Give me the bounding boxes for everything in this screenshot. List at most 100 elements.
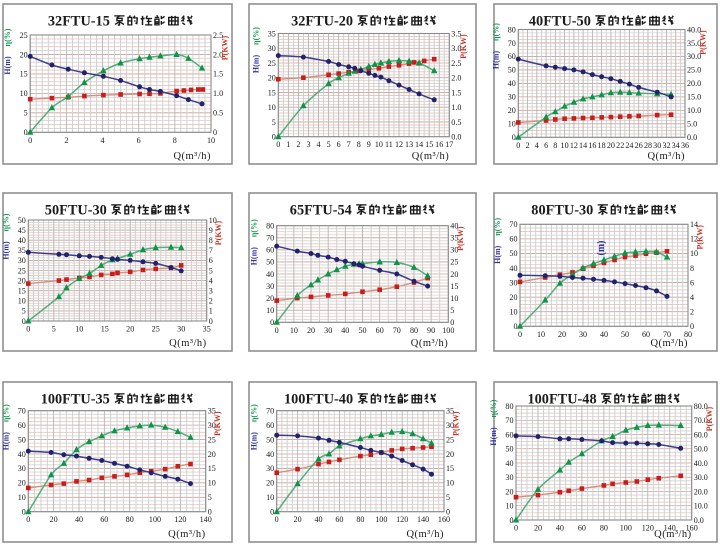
svg-text:36: 36 <box>681 141 689 150</box>
svg-text:H(m): H(m) <box>250 247 259 266</box>
svg-text:140: 140 <box>417 515 429 524</box>
svg-text:0.5: 0.5 <box>451 118 461 127</box>
svg-text:70.0: 70.0 <box>694 416 708 425</box>
svg-text:70: 70 <box>266 407 274 416</box>
svg-text:Q(m³/h): Q(m³/h) <box>647 151 685 162</box>
svg-text:80: 80 <box>126 515 134 524</box>
svg-text:25: 25 <box>208 435 216 444</box>
svg-text:50: 50 <box>18 216 26 225</box>
svg-text:Q(m³/h): Q(m³/h) <box>169 338 207 349</box>
svg-text:10.0: 10.0 <box>694 502 708 511</box>
svg-text:50: 50 <box>505 445 513 454</box>
svg-text:2.5: 2.5 <box>213 31 223 40</box>
svg-text:30: 30 <box>266 464 274 473</box>
svg-text:Q(m³/h): Q(m³/h) <box>173 151 211 162</box>
svg-text:10: 10 <box>537 330 545 339</box>
svg-text:35.0: 35.0 <box>687 39 701 48</box>
svg-text:60: 60 <box>376 326 384 335</box>
svg-text:Q(m³/h): Q(m³/h) <box>412 151 450 162</box>
svg-text:1: 1 <box>286 140 290 149</box>
svg-text:η(%): η(%) <box>1 213 10 231</box>
svg-text:20: 20 <box>534 524 542 533</box>
svg-text:10: 10 <box>75 325 83 334</box>
svg-text:H(m): H(m) <box>489 427 498 446</box>
svg-text:35: 35 <box>203 325 211 334</box>
svg-text:3: 3 <box>306 140 310 149</box>
svg-text:160: 160 <box>438 515 450 524</box>
svg-text:4: 4 <box>100 136 104 145</box>
svg-text:60: 60 <box>100 515 108 524</box>
svg-text:15: 15 <box>101 325 109 334</box>
svg-text:20.0: 20.0 <box>694 487 708 496</box>
svg-text:2: 2 <box>690 308 694 317</box>
svg-text:16: 16 <box>435 140 443 149</box>
svg-text:5: 5 <box>450 306 454 315</box>
svg-text:22: 22 <box>616 141 624 150</box>
svg-text:25: 25 <box>18 266 26 275</box>
svg-text:5: 5 <box>208 493 212 502</box>
svg-text:30: 30 <box>177 325 185 334</box>
svg-text:20: 20 <box>268 74 276 83</box>
svg-text:12: 12 <box>690 235 698 244</box>
svg-text:15: 15 <box>268 88 276 97</box>
svg-text:20: 20 <box>20 50 28 59</box>
svg-text:10: 10 <box>268 103 276 112</box>
svg-text:40: 40 <box>509 264 517 273</box>
svg-text:50: 50 <box>266 435 274 444</box>
svg-text:15: 15 <box>18 287 26 296</box>
svg-text:H(m): H(m) <box>250 432 259 451</box>
svg-text:60: 60 <box>505 430 513 439</box>
svg-text:40FTU-50: 40FTU-50 <box>529 14 591 30</box>
svg-text:20: 20 <box>126 325 134 334</box>
svg-text:1.0: 1.0 <box>213 89 223 98</box>
svg-text:0: 0 <box>446 508 450 517</box>
svg-text:25: 25 <box>446 435 454 444</box>
svg-text:60: 60 <box>335 515 343 524</box>
svg-text:1.5: 1.5 <box>451 88 461 97</box>
svg-text:80: 80 <box>410 326 418 335</box>
svg-text:35: 35 <box>450 234 458 243</box>
svg-text:H(m): H(m) <box>1 432 10 451</box>
svg-text:0.0: 0.0 <box>694 516 704 525</box>
svg-text:20: 20 <box>208 450 216 459</box>
svg-text:6: 6 <box>337 140 341 149</box>
svg-text:80: 80 <box>508 25 516 34</box>
svg-text:40: 40 <box>18 236 26 245</box>
svg-text:60: 60 <box>266 246 274 255</box>
svg-text:2.0: 2.0 <box>213 50 223 59</box>
svg-text:4: 4 <box>535 141 539 150</box>
svg-text:40: 40 <box>505 459 513 468</box>
svg-text:10: 10 <box>690 249 698 258</box>
svg-text:H(m): H(m) <box>491 51 500 70</box>
svg-text:5.0: 5.0 <box>687 120 697 129</box>
svg-text:3.0: 3.0 <box>451 44 461 53</box>
svg-text:100FTU-35: 100FTU-35 <box>41 392 110 408</box>
svg-text:40: 40 <box>314 515 322 524</box>
svg-text:50FTU-30: 50FTU-30 <box>45 203 107 219</box>
svg-text:10: 10 <box>266 493 274 502</box>
svg-text:9: 9 <box>209 226 213 235</box>
svg-text:50: 50 <box>621 330 629 339</box>
svg-text:0: 0 <box>690 322 694 331</box>
svg-text:η(%): η(%) <box>251 27 260 45</box>
svg-text:16: 16 <box>588 141 596 150</box>
svg-text:20: 20 <box>266 294 274 303</box>
svg-text:30: 30 <box>509 278 517 287</box>
svg-text:80.0: 80.0 <box>694 402 708 411</box>
svg-text:32FTU-20: 32FTU-20 <box>291 14 353 30</box>
svg-text:40: 40 <box>75 515 83 524</box>
svg-text:8: 8 <box>690 264 694 273</box>
svg-text:80: 80 <box>356 515 364 524</box>
svg-text:4: 4 <box>209 276 213 285</box>
svg-text:30: 30 <box>579 330 587 339</box>
svg-text:70: 70 <box>509 220 517 229</box>
svg-text:0: 0 <box>512 133 516 142</box>
svg-text:60: 60 <box>266 421 274 430</box>
svg-text:70: 70 <box>508 39 516 48</box>
svg-text:20: 20 <box>307 326 315 335</box>
svg-text:40: 40 <box>266 270 274 279</box>
svg-text:0: 0 <box>209 317 213 326</box>
svg-text:11: 11 <box>385 140 393 149</box>
svg-text:14: 14 <box>579 141 587 150</box>
svg-text:0: 0 <box>22 508 26 517</box>
